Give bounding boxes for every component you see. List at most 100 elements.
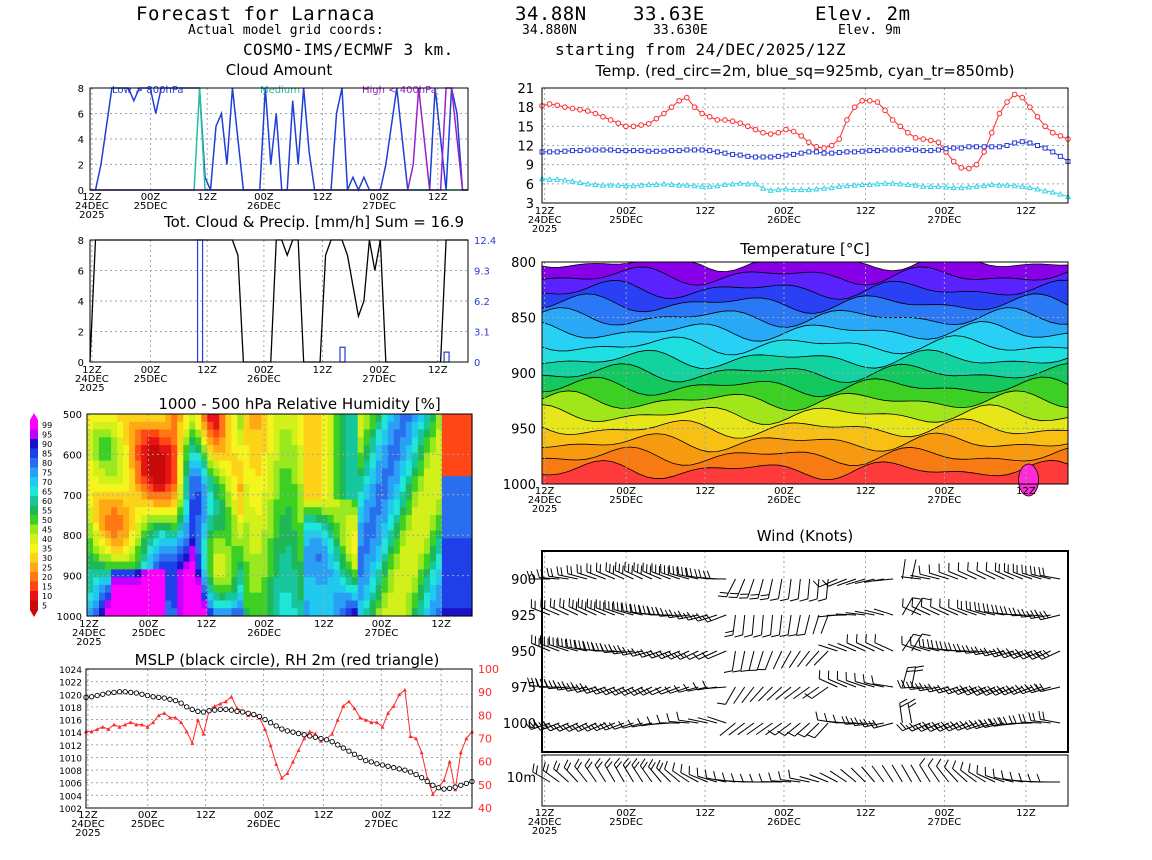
rh-cell [261,569,269,578]
rh-cell [219,437,226,446]
rh-cell [231,476,239,485]
rh-cell [309,530,317,539]
rh-cell [177,538,184,547]
rh-cell [147,546,154,555]
wind-barb-feather [612,601,615,610]
rh-cell [454,592,461,602]
rh-cell [123,538,130,547]
rh-cell [153,608,160,617]
rh-cell [99,476,106,485]
rh-cell [357,530,365,539]
rh-cell [417,483,425,493]
temp-925-point [1019,139,1025,145]
rh-cell [339,584,347,594]
wind-barb [697,614,718,622]
rh-cell [399,569,407,578]
panel-frame [541,87,1069,204]
rh-cell [171,460,178,469]
rh-cell [369,507,377,516]
wind-title: Wind (Knots) [757,527,853,545]
rh-cell [249,483,257,493]
rh-cell [297,569,305,578]
wind-10m-barb [985,775,1005,783]
rh-cell [303,592,311,602]
mslp-point [267,720,274,726]
wind-barb [669,614,690,619]
wind-barb [986,686,1005,696]
rh-cell [243,429,251,438]
precip-ytick: 12.4 [474,236,496,247]
time-date-label: 27DEC [365,628,399,639]
wind-10m-barb-feather [606,761,613,769]
wind-10m-frame [541,754,1069,807]
wind-barb [774,722,792,736]
rh-cell [381,577,389,586]
rh-cell [129,592,136,602]
rh-cell [267,592,275,602]
wind-barb [733,686,746,704]
rh-cell [129,530,136,539]
wind-barb [1041,650,1061,660]
temp-850-point [881,179,889,186]
rh-cell [243,577,251,586]
temp-2m-point [699,110,705,117]
mslp-point [178,700,184,706]
rh-cell [249,468,257,477]
wind-barb [559,722,579,732]
rh-cell [219,553,226,563]
temp-2m-point [706,113,713,120]
wind-barb-feather [584,685,591,693]
rh-cell [297,499,305,508]
wind-10m-barb-feather [1027,773,1032,782]
rh-cell [165,561,172,570]
rh-cell [219,546,226,555]
rh-cell [315,429,323,438]
rh-cell [261,592,269,602]
wind-10m-barb [542,769,560,783]
temp-ytick: 6 [526,178,534,193]
rh-cell [249,437,257,446]
mslp-point [452,784,458,790]
mslp-point [323,737,330,743]
rh2m-point [268,743,273,748]
mslp-ytick: 1002 [59,805,82,815]
temp-2m-point [554,102,561,109]
wind-10m-barb-feather [664,760,668,770]
wind-barb [899,703,903,724]
wind-barb-feather [982,603,986,612]
rh-cell [93,452,100,462]
rh-cell [249,445,257,454]
temp-850-point [714,182,721,189]
rh-cell [315,553,323,563]
rh-cell [183,530,190,539]
rh-cell [195,553,202,563]
rh-cell [351,452,359,462]
rh-cell [345,491,353,501]
rh-cell [237,499,245,508]
rh-cell [435,546,443,555]
rh-cell [429,437,437,446]
rh-cell [153,445,160,454]
rh-cell [117,569,124,578]
rh-cell [339,499,347,508]
wind-barb-feather [1024,649,1031,657]
rh-cell [225,584,233,594]
rh-cell [327,421,335,431]
wind-barb-feather [998,650,1005,659]
wind-barb [707,716,727,724]
rh-cell [105,499,112,508]
rh-cell [447,530,455,539]
rh-cell [454,522,461,532]
wind-barb [939,606,959,616]
wind-barb-feather [815,711,819,721]
rh-cell [117,538,124,547]
rh-cell [117,584,124,594]
rh-cell [225,515,233,524]
rh-cell [249,476,257,485]
rh-cell [417,476,425,485]
rh-cell [159,468,166,477]
temp-850-point [752,180,759,187]
temp-850-point [958,184,965,191]
wind-barb [910,644,931,652]
rh-cell [153,476,160,485]
